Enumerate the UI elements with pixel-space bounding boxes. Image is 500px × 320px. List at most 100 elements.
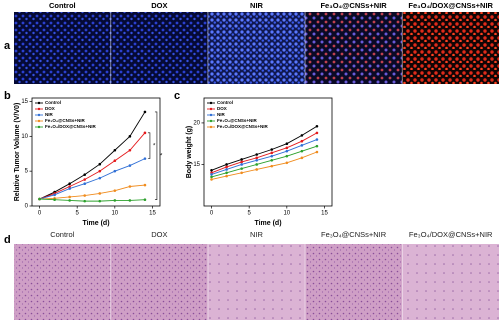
image-label: Fe₃O₄@CNSs+NIR (321, 230, 387, 239)
data-point (315, 138, 319, 141)
x-tick-label: 10 (111, 211, 118, 217)
histology-image (402, 244, 499, 320)
data-point (225, 174, 228, 178)
fluorescence-image (305, 12, 402, 84)
x-axis-label: Time (d) (82, 220, 109, 227)
data-point (270, 151, 274, 155)
data-point (143, 198, 147, 202)
data-point (143, 110, 147, 114)
legend-label: DOX (45, 106, 55, 111)
data-point (83, 173, 87, 176)
y-axis-label: Body weight (g) (186, 126, 193, 179)
image-label: Fe₃O₄/DOX@CNSs+NIR (409, 230, 493, 239)
legend-marker (37, 113, 41, 117)
data-point (270, 159, 274, 162)
data-point (210, 173, 213, 176)
data-point (143, 131, 147, 135)
data-point (255, 156, 259, 160)
legend-label: NIR (217, 112, 226, 117)
image-label: Fe₃O₄@CNSs+NIR (320, 1, 387, 10)
data-point (255, 159, 259, 162)
significance-bracket (154, 111, 158, 201)
image-label: Fe₃O₄/DOX@CNSs+NIR (408, 1, 493, 10)
legend-label: Fe₃O₄@CNSs+NIR (217, 118, 257, 123)
series-line (39, 111, 146, 200)
fluorescence-image (402, 12, 499, 84)
data-point (315, 124, 319, 128)
series-line (39, 132, 146, 200)
legend-label: Fe₃O₄/DOX@CNSs+NIR (217, 124, 268, 129)
data-point (240, 160, 243, 164)
data-point (240, 163, 243, 166)
data-point (255, 168, 259, 171)
series-line (211, 145, 318, 178)
data-point (285, 149, 289, 153)
data-point (98, 176, 102, 180)
series-line (211, 139, 318, 175)
data-point (210, 168, 213, 172)
data-point (270, 154, 274, 158)
data-point (68, 185, 71, 188)
data-point (225, 171, 228, 175)
legend-marker (37, 101, 41, 105)
data-point (240, 167, 243, 170)
series-line (39, 158, 146, 200)
data-point (83, 194, 87, 197)
legend-label: Control (45, 100, 61, 105)
legend-marker (37, 119, 41, 123)
data-point (300, 134, 304, 137)
x-tick-label: 5 (248, 211, 252, 217)
series-line (211, 151, 318, 180)
data-point (68, 199, 71, 202)
data-point (128, 164, 132, 167)
legend-label: Fe₃O₄/DOX@CNSs+NIR (45, 124, 96, 129)
panel-label: b (4, 90, 11, 102)
histology-image (111, 244, 208, 320)
data-point (113, 148, 117, 152)
annotation: * (153, 143, 156, 149)
y-axis-label: Relative Tumor Volume (V/V0) (14, 103, 21, 202)
data-point (128, 199, 132, 202)
legend-marker (37, 125, 41, 129)
y-tick-label: 15 (21, 99, 28, 105)
data-point (113, 199, 117, 202)
fluorescence-image (14, 12, 111, 84)
legend-marker (209, 113, 213, 117)
x-tick-label: 0 (38, 211, 42, 217)
data-point (68, 182, 71, 186)
x-tick-label: 15 (149, 211, 156, 217)
data-point (98, 162, 102, 166)
plot-frame (203, 97, 333, 207)
legend-marker (37, 107, 41, 111)
legend-marker (209, 125, 213, 129)
data-point (128, 185, 132, 188)
x-tick-label: 15 (321, 211, 328, 217)
y-tick-label: 0 (25, 204, 29, 210)
y-tick-label: 20 (193, 121, 200, 127)
plot-frame (31, 97, 161, 207)
y-tick-label: 15 (193, 162, 200, 168)
data-point (285, 142, 289, 145)
series-line (211, 132, 318, 174)
data-point (113, 159, 117, 163)
legend-marker (209, 107, 213, 111)
y-tick-label: 5 (25, 169, 29, 175)
data-point (83, 182, 87, 186)
series-line (39, 198, 145, 202)
data-point (255, 153, 259, 156)
y-tick-label: 10 (21, 134, 28, 140)
image-label: Control (50, 230, 75, 239)
data-point (113, 169, 117, 173)
data-point (83, 199, 87, 203)
legend-label: DOX (217, 106, 227, 111)
data-point (255, 163, 259, 166)
fluorescence-image (208, 12, 305, 84)
panel-label: a (4, 40, 11, 52)
data-point (285, 154, 289, 158)
data-point (270, 164, 274, 168)
data-point (98, 169, 102, 173)
legend-label: Control (217, 100, 233, 105)
data-point (225, 163, 228, 166)
series-line (211, 125, 318, 171)
